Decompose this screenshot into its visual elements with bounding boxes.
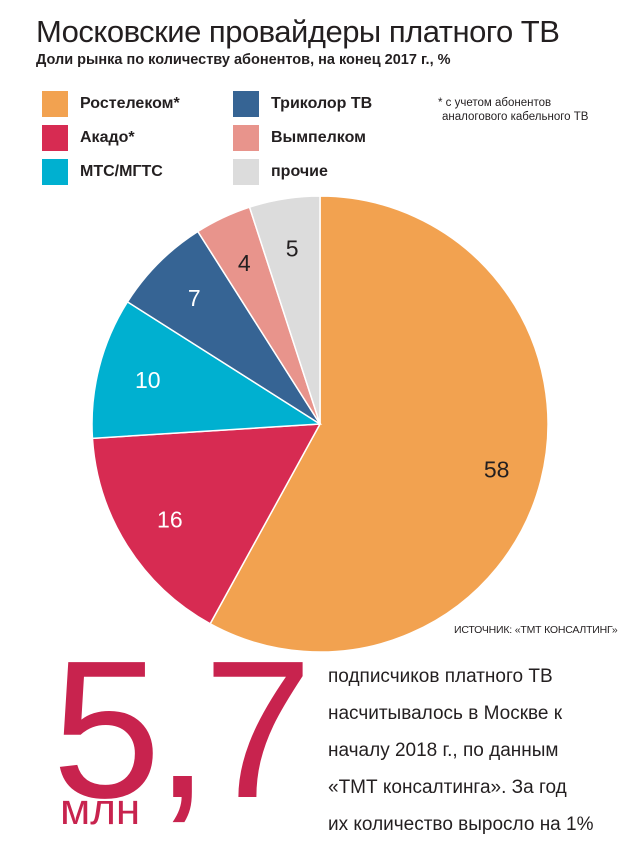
footnote-line: аналогового кабельного ТВ — [442, 111, 589, 123]
legend-swatch — [233, 125, 259, 151]
pie-data-label: 7 — [188, 285, 201, 311]
note-line: насчитывалось в Москве к — [328, 703, 563, 724]
chart-subtitle: Доли рынка по количеству абонентов, на к… — [36, 52, 451, 68]
footnote-line: * с учетом абонентов — [438, 97, 552, 109]
legend-swatch — [42, 91, 68, 117]
legend-swatch — [42, 159, 68, 185]
big-number-unit: млн — [60, 785, 141, 834]
legend-label: МТС/МГТС — [80, 163, 163, 180]
footnote: * с учетом абонентов аналогового кабельн… — [438, 96, 588, 124]
pie-slice — [91, 423, 322, 625]
pie-data-label: 58 — [484, 456, 510, 482]
pie-slice — [209, 195, 549, 653]
note-line: «ТМТ консалтинга». За год — [328, 777, 567, 798]
legend-item-mts: МТС/МГТС — [42, 158, 163, 186]
legend-swatch — [233, 91, 259, 117]
note-line: подписчиков платного ТВ — [328, 666, 553, 687]
pie-slice — [248, 195, 321, 425]
source-note: ИСТОЧНИК: «ТМТ КОНСАЛТИНГ» — [454, 624, 618, 636]
pie-data-label: 10 — [135, 367, 161, 393]
pie-slice — [91, 300, 323, 440]
pie-data-label: 16 — [157, 506, 183, 532]
legend-item-akado: Акадо* — [42, 124, 135, 152]
legend-item-vimpelcom: Вымпелком — [233, 124, 366, 152]
legend-label: прочие — [271, 163, 328, 180]
legend-item-rostelecom: Ростелеком* — [42, 90, 180, 118]
note-line: началу 2018 г., по данным — [328, 740, 559, 761]
legend-item-tricolor: Триколор ТВ — [233, 90, 372, 118]
legend-swatch — [233, 159, 259, 185]
legend-label: Вымпелком — [271, 129, 366, 146]
note-text: подписчиков платного ТВ насчитывалось в … — [328, 658, 628, 843]
pie-data-label: 4 — [238, 250, 251, 276]
chart-title: Московские провайдеры платного ТВ — [36, 14, 560, 49]
legend-item-other: прочие — [233, 158, 328, 186]
note-line: их количество выросло на 1% — [328, 814, 594, 835]
big-number: 5,7 — [52, 620, 312, 839]
legend-swatch — [42, 125, 68, 151]
pie-data-label: 5 — [286, 235, 299, 261]
legend-label: Триколор ТВ — [271, 95, 373, 112]
legend-label: Акадо* — [80, 129, 135, 146]
legend-label: Ростелеком* — [80, 95, 180, 112]
